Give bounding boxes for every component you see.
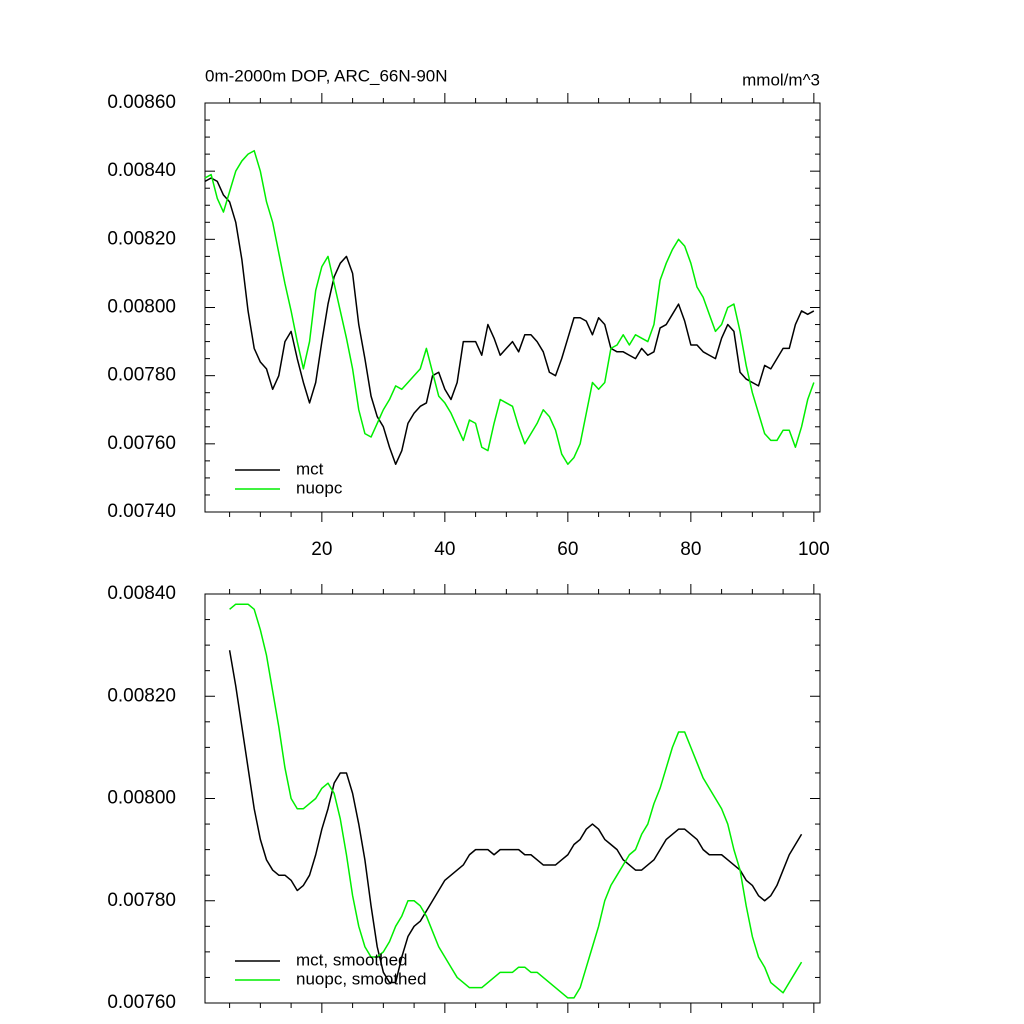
x-tick-label: 20	[311, 539, 332, 560]
y-tick-label: 0.00840	[107, 583, 176, 604]
y-tick-label: 0.00740	[107, 501, 176, 522]
legend-label: mct	[296, 459, 324, 478]
legend-label: nuopc, smoothed	[296, 969, 426, 988]
x-tick-label: 60	[557, 539, 578, 560]
y-tick-label: 0.00800	[107, 788, 176, 809]
series-line	[204, 149, 815, 466]
y-tick-label: 0.00800	[107, 297, 176, 318]
units-label: mmol/m^3	[742, 70, 820, 89]
legend-label: nuopc	[296, 478, 343, 497]
y-tick-label: 0.00860	[107, 92, 176, 113]
y-tick-label: 0.00780	[107, 890, 176, 911]
series-line	[204, 177, 815, 466]
x-tick-label: 100	[798, 539, 830, 560]
chart-title: 0m-2000m DOP, ARC_66N-90N	[205, 66, 448, 85]
y-tick-label: 0.00760	[107, 992, 176, 1013]
y-tick-label: 0.00840	[107, 160, 176, 181]
y-tick-label: 0.00780	[107, 365, 176, 386]
series-line	[228, 650, 803, 984]
y-tick-label: 0.00820	[107, 228, 176, 249]
legend-label: mct, smoothed	[296, 950, 408, 969]
y-tick-label: 0.00820	[107, 685, 176, 706]
x-tick-label: 40	[434, 539, 455, 560]
y-tick-label: 0.00760	[107, 433, 176, 454]
series-line	[229, 603, 803, 999]
x-tick-label: 80	[680, 539, 701, 560]
